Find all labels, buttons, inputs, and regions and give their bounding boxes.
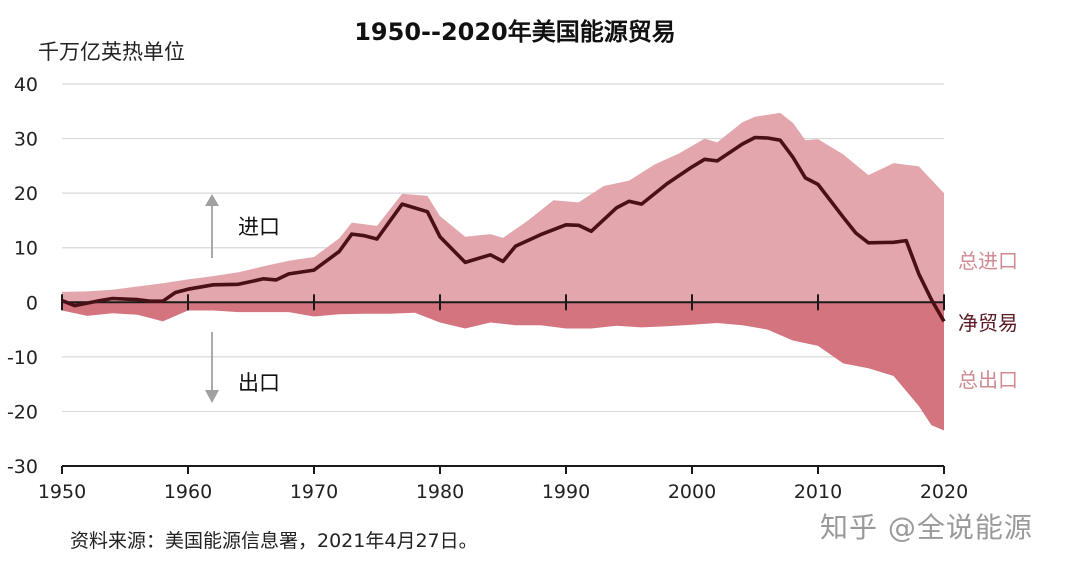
area-series [62, 112, 944, 431]
y-tick-label: -30 [7, 456, 38, 478]
watermark: 知乎 @全说能源 [820, 511, 1033, 544]
x-tick-label: 1970 [290, 481, 338, 503]
imports-arrow-icon [205, 194, 219, 258]
y-tick-label: 40 [14, 74, 38, 96]
y-tick-label: -10 [7, 347, 38, 369]
x-tick-label: 1990 [542, 481, 590, 503]
total-imports-area [62, 112, 944, 303]
y-tick-label: 0 [26, 292, 38, 314]
x-tick-label: 1980 [416, 481, 464, 503]
source-note: 资料来源：美国能源信息署，2021年4月27日。 [70, 530, 478, 552]
total-exports-area [62, 302, 944, 431]
y-tick-label: 20 [14, 183, 38, 205]
y-tick-label: 30 [14, 129, 38, 151]
x-tick-label: 2010 [794, 481, 842, 503]
x-tick-label: 1960 [164, 481, 212, 503]
chart-title: 1950--2020年美国能源贸易 [354, 18, 676, 46]
total-exports-series-label: 总出口 [958, 368, 1018, 392]
x-tick-label: 1950 [38, 481, 86, 503]
total-imports-series-label: 总进口 [958, 249, 1018, 273]
exports-annotation: 出口 [238, 371, 280, 395]
imports-annotation: 进口 [238, 215, 280, 239]
net-trade-series-label: 净贸易 [958, 311, 1018, 335]
y-tick-label: 10 [14, 238, 38, 260]
x-tick-label: 2020 [920, 481, 968, 503]
y-axis-unit-label: 千万亿英热单位 [38, 40, 185, 64]
net-trade-line [61, 135, 946, 323]
axes [61, 294, 945, 474]
y-tick-label: -20 [7, 401, 38, 423]
exports-arrow-icon [205, 332, 219, 403]
x-tick-label: 2000 [668, 481, 716, 503]
annotation-arrows [205, 194, 219, 403]
